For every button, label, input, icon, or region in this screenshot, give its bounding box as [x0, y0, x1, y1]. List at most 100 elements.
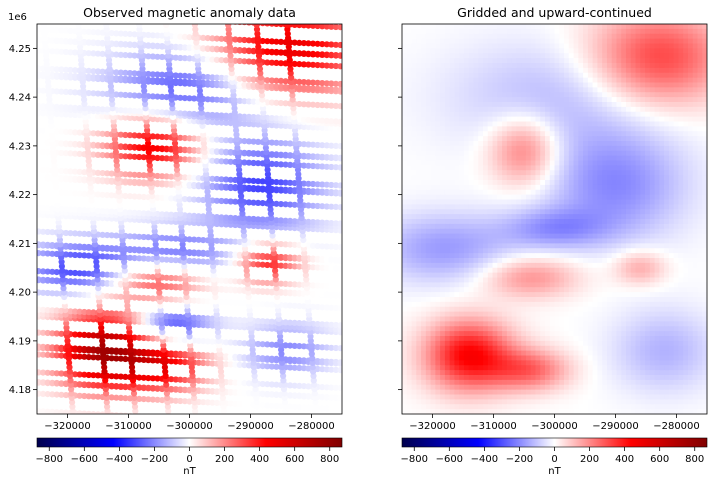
data-point [342, 258, 348, 264]
heatmap-cell [497, 73, 502, 78]
data-point [342, 156, 348, 162]
heatmap-cell [650, 63, 655, 68]
heatmap-cell [435, 48, 440, 53]
heatmap-cell [612, 58, 617, 63]
heatmap-cell [469, 34, 474, 39]
heatmap-cell [564, 53, 569, 58]
heatmap-cell [569, 39, 574, 44]
heatmap-cell [454, 68, 459, 73]
data-point [26, 277, 32, 283]
data-point [347, 89, 353, 95]
heatmap-cell [512, 44, 517, 49]
heatmap-cell [478, 63, 483, 68]
data-point [31, 276, 37, 282]
heatmap-cell [497, 58, 502, 63]
heatmap-cell [545, 53, 550, 58]
data-point [54, 414, 60, 420]
heatmap-cell [674, 34, 679, 39]
heatmap-cell [426, 58, 431, 63]
heatmap-cell [512, 73, 517, 78]
heatmap-cell [597, 44, 602, 49]
heatmap-cell [697, 53, 702, 58]
heatmap-cell [435, 78, 440, 83]
data-point [337, 292, 343, 298]
heatmap-cell [416, 63, 421, 68]
data-point [337, 24, 343, 30]
heatmap-cell [464, 34, 469, 39]
data-point [136, 22, 142, 28]
heatmap-cell [555, 24, 560, 29]
panel-gridded: Gridded and upward-continued −320000−310… [398, 5, 708, 477]
data-point [351, 368, 357, 374]
heatmap-cell [697, 24, 702, 29]
heatmap-cell [583, 58, 588, 63]
data-point [41, 22, 47, 28]
heatmap-cell [450, 29, 455, 34]
data-point [31, 313, 37, 319]
heatmap-cell [540, 58, 545, 63]
heatmap-cell [602, 44, 607, 49]
data-point [347, 368, 353, 374]
heatmap-cell [569, 24, 574, 29]
heatmap-cell [516, 48, 521, 53]
heatmap-cell [488, 73, 493, 78]
data-point [31, 139, 37, 145]
heatmap-cell [431, 53, 436, 58]
heatmap-cell [597, 68, 602, 73]
data-point [351, 258, 357, 264]
heatmap-cell [512, 48, 517, 53]
heatmap-cell [540, 63, 545, 68]
data-point [347, 156, 353, 162]
heatmap-cell [597, 63, 602, 68]
heatmap-cell [616, 39, 621, 44]
heatmap-cell [683, 68, 688, 73]
heatmap-cell [645, 24, 650, 29]
heatmap-cell [607, 73, 612, 78]
data-point [26, 204, 32, 210]
heatmap-cell [545, 73, 550, 78]
heatmap-cell [674, 48, 679, 53]
heatmap-cell [464, 78, 469, 83]
heatmap-cell [440, 73, 445, 78]
heatmap-cell [626, 48, 631, 53]
data-point [31, 37, 37, 43]
data-point [26, 430, 32, 436]
data-point [58, 10, 64, 16]
heatmap-cell [493, 58, 498, 63]
heatmap-cell [607, 48, 612, 53]
heatmap-cell [407, 44, 412, 49]
heatmap-cell [693, 58, 698, 63]
heatmap-cell [478, 53, 483, 58]
heatmap-cell [559, 53, 564, 58]
heatmap-cell [464, 68, 469, 73]
heatmap-cell [435, 34, 440, 39]
heatmap-cell [683, 63, 688, 68]
heatmap-cell [621, 44, 626, 49]
heatmap-cell [516, 44, 521, 49]
data-point [150, 414, 156, 420]
heatmap-cell [645, 63, 650, 68]
heatmap-cell [426, 48, 431, 53]
heatmap-cell [440, 34, 445, 39]
heatmap-cell [640, 68, 645, 73]
heatmap-cell [688, 39, 693, 44]
heatmap-cell [431, 68, 436, 73]
data-point [218, 418, 224, 424]
heatmap-cell [507, 63, 512, 68]
heatmap-cell [502, 48, 507, 53]
heatmap-cell [597, 48, 602, 53]
heatmap-cell [616, 29, 621, 34]
data-point [26, 228, 32, 234]
heatmap-cell [435, 53, 440, 58]
data-point [26, 65, 32, 71]
data-point [31, 166, 37, 172]
heatmap-cell [412, 29, 417, 34]
heatmap-cell [588, 63, 593, 68]
heatmap-cell [578, 53, 583, 58]
heatmap-cell [588, 39, 593, 44]
heatmap-cell [426, 63, 431, 68]
heatmap-cell [421, 39, 426, 44]
heatmap-cell [678, 63, 683, 68]
heatmap-cell [469, 68, 474, 73]
data-point [351, 346, 357, 352]
